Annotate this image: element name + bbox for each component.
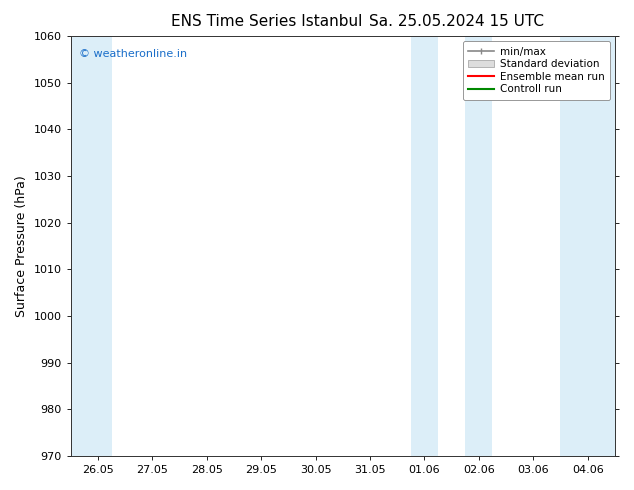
Y-axis label: Surface Pressure (hPa): Surface Pressure (hPa) — [15, 175, 28, 317]
Text: © weatheronline.in: © weatheronline.in — [79, 49, 187, 59]
Bar — [71, 36, 112, 456]
Text: ENS Time Series Istanbul: ENS Time Series Istanbul — [171, 14, 362, 29]
Bar — [411, 36, 438, 456]
Text: Sa. 25.05.2024 15 UTC: Sa. 25.05.2024 15 UTC — [369, 14, 544, 29]
Bar — [465, 36, 493, 456]
Bar — [560, 36, 615, 456]
Legend: min/max, Standard deviation, Ensemble mean run, Controll run: min/max, Standard deviation, Ensemble me… — [463, 41, 610, 99]
